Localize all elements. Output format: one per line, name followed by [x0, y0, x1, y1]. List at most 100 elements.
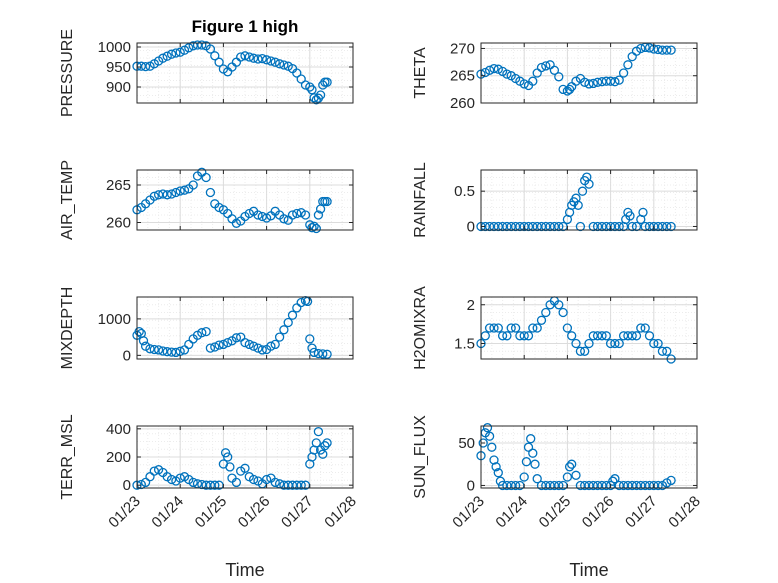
terr_msl-point	[223, 452, 233, 462]
terr_msl-point	[205, 480, 216, 490]
panel-terr_msl: 0 200 400 TERR_MSL 01/23 01/24 01/25 01/26 01/27…	[59, 414, 360, 580]
sun_flux-point	[636, 480, 646, 491]
sun_flux-point	[610, 474, 620, 484]
mixdepth-point	[248, 341, 259, 351]
sun_flux-point	[502, 480, 512, 491]
terr_msl-xtick-label: 01/23	[105, 493, 144, 532]
pressure-point	[253, 54, 263, 64]
pressure-ytick-label: 1000	[98, 39, 131, 56]
sun_flux-point	[530, 459, 540, 469]
pressure-point	[192, 40, 203, 50]
pressure-point	[322, 77, 332, 87]
air_temp-point	[261, 213, 272, 223]
theta-point	[653, 44, 663, 55]
h2omixra-point	[558, 307, 568, 318]
h2omixra-point	[510, 323, 521, 333]
h2omixra-point	[567, 331, 577, 341]
h2omixra-ytick-label: 2	[467, 297, 475, 314]
theta-point	[662, 45, 672, 55]
sun_flux-point	[532, 474, 542, 484]
pressure-point	[274, 59, 285, 69]
h2omixra-point	[653, 338, 663, 349]
terr_msl-point	[270, 477, 280, 488]
pressure-point	[300, 80, 311, 90]
h2omixra-point	[497, 331, 508, 341]
air_temp-point	[300, 210, 311, 220]
terr_msl-point	[292, 480, 302, 490]
mixdepth-point	[274, 332, 285, 342]
sun_flux-ylabel: SUN_FLUX	[412, 415, 429, 499]
panel-theta: 260 265 270 THETA	[412, 40, 698, 112]
figure-title: Figure 1 high	[192, 17, 299, 36]
panel-rainfall: 0 0.5 RAINFALL	[412, 162, 698, 238]
mixdepth-point	[210, 342, 220, 352]
terr_msl-ytick-label: 200	[106, 449, 131, 466]
h2omixra-point	[523, 331, 534, 341]
air_temp-point	[175, 186, 185, 196]
sun_flux-point	[482, 423, 493, 433]
rainfall-ytick-label: 0	[467, 218, 475, 235]
h2omixra-ylabel: H2OMIXRA	[412, 286, 429, 370]
h2omixra-point	[649, 338, 659, 349]
mixdepth-point	[257, 345, 267, 355]
terr_msl-xlabel: Time	[225, 560, 264, 580]
air_temp-point	[313, 210, 324, 220]
pressure-point	[305, 82, 315, 92]
pressure-point	[188, 41, 198, 51]
mixdepth-point	[218, 339, 229, 350]
pressure-point	[270, 57, 280, 67]
mixdepth-point	[240, 337, 250, 348]
air_temp-point	[205, 187, 216, 198]
h2omixra-point	[657, 346, 668, 356]
mixdepth-point	[145, 344, 155, 354]
rainfall-ylabel: RAINFALL	[412, 162, 429, 238]
mixdepth-ytick-label: 1000	[98, 311, 131, 328]
pressure-point	[214, 57, 224, 67]
terr_msl-ylabel: TERR_MSL	[59, 414, 76, 499]
mixdepth-point	[231, 333, 242, 343]
sun_flux-point	[562, 472, 573, 482]
mixdepth-point	[270, 339, 280, 350]
panel-air_temp: 260 265 AIR_TEMP	[59, 160, 354, 240]
sun_flux-point	[506, 480, 516, 491]
mixdepth-point	[287, 310, 298, 320]
theta-point	[592, 77, 603, 87]
mixdepth-point	[279, 325, 289, 335]
terr_msl-point	[296, 480, 306, 490]
rainfall-point	[584, 179, 594, 189]
rainfall-point	[573, 200, 583, 210]
pressure-point	[244, 52, 254, 62]
pressure-point	[162, 51, 172, 61]
mixdepth-point	[266, 341, 276, 351]
theta-point	[554, 72, 564, 82]
mixdepth-point	[283, 317, 293, 328]
terr_msl-point	[225, 462, 235, 472]
sun_flux-xlabel: Time	[569, 560, 608, 580]
theta-point	[614, 75, 624, 85]
h2omixra-point	[636, 323, 646, 333]
theta-point	[644, 43, 655, 53]
terr_msl-point	[261, 474, 272, 485]
h2omixra-point	[627, 331, 637, 341]
theta-point	[636, 43, 646, 54]
h2omixra-point	[640, 323, 650, 333]
air_temp-point	[322, 196, 332, 207]
mixdepth-point	[149, 344, 159, 355]
pressure-point	[166, 49, 177, 59]
sun_flux-point	[564, 462, 575, 472]
theta-point	[558, 84, 568, 95]
terr_msl-point	[311, 438, 321, 448]
h2omixra-point	[554, 300, 564, 310]
air_temp-point	[166, 189, 177, 199]
theta-point	[618, 68, 629, 78]
air_temp-series	[132, 167, 332, 234]
air_temp-point	[253, 210, 263, 220]
h2omixra-point	[519, 331, 529, 341]
theta-point	[536, 62, 547, 73]
sun_flux-point	[495, 476, 506, 486]
terr_msl-point	[240, 463, 250, 473]
terr_msl-point	[287, 480, 298, 490]
terr_msl-point	[201, 480, 211, 490]
